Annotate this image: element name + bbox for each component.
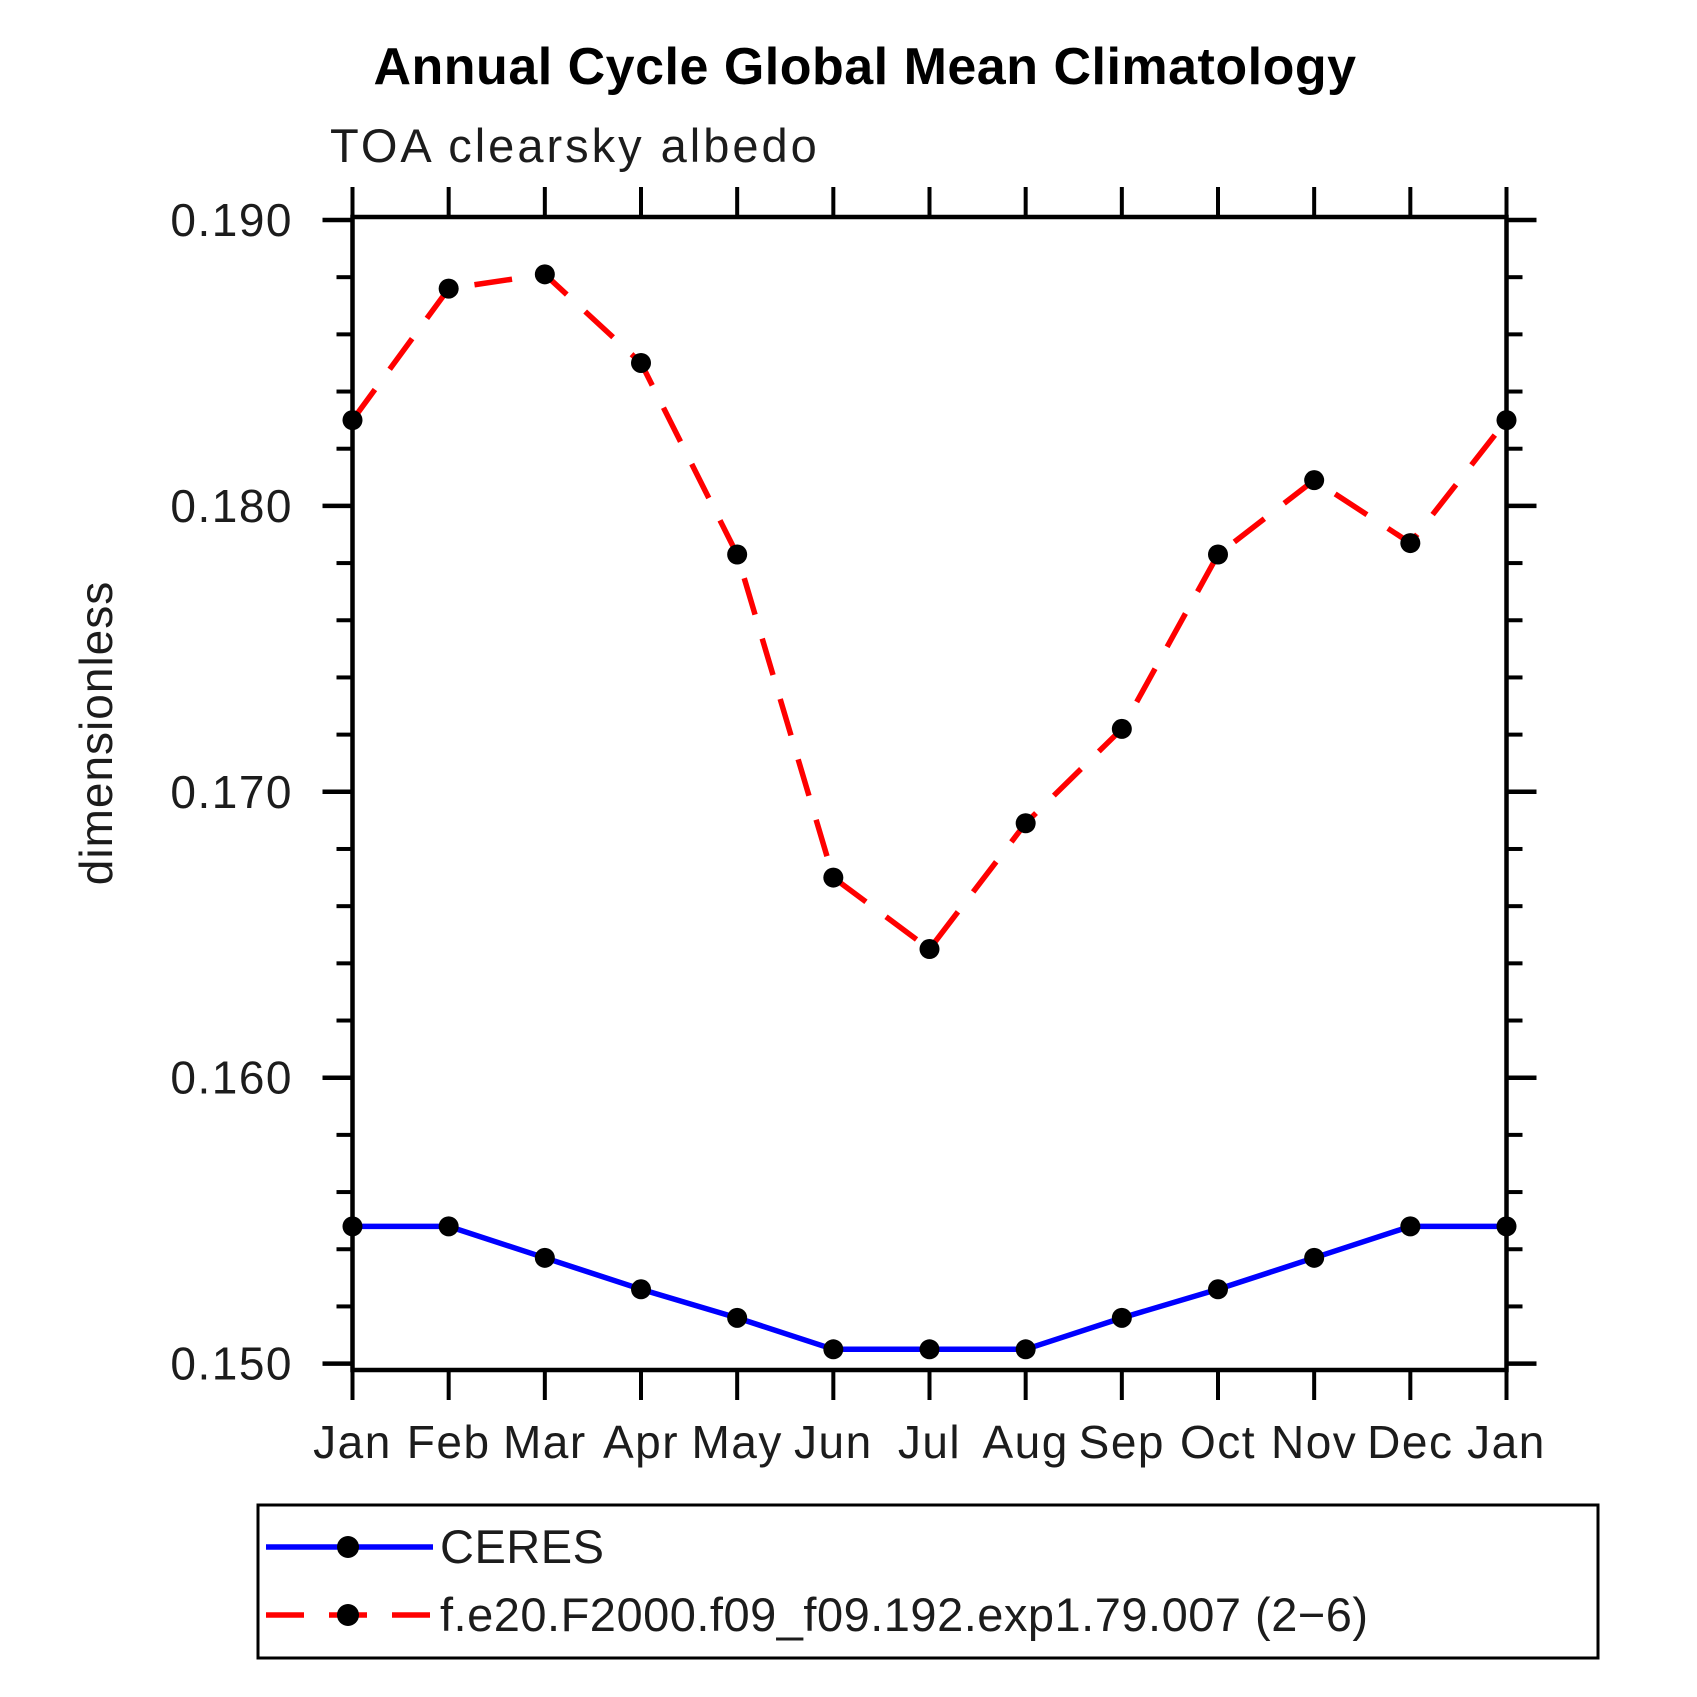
legend-label: f.e20.F2000.f09_f09.192.exp1.79.007 (2−6… xyxy=(440,1588,1369,1641)
data-point xyxy=(438,278,459,299)
data-point xyxy=(823,867,844,888)
x-tick-label: Sep xyxy=(1079,1416,1165,1468)
data-point xyxy=(1304,470,1325,491)
legend-marker xyxy=(337,1604,359,1626)
y-tick-label: 0.150 xyxy=(170,1338,293,1390)
x-tick-label: May xyxy=(691,1416,782,1468)
y-axis-label: dimensionless xyxy=(70,581,122,885)
series-line xyxy=(350,271,1509,953)
axis-ticks xyxy=(322,187,1537,1400)
data-point xyxy=(438,1216,459,1237)
data-point xyxy=(727,544,748,565)
data-point xyxy=(1400,1216,1421,1237)
x-tick-label: Mar xyxy=(503,1416,587,1468)
data-point xyxy=(1208,544,1228,565)
x-tick-label: Aug xyxy=(982,1416,1068,1468)
data-point xyxy=(919,939,940,960)
data-point xyxy=(1208,1279,1228,1300)
x-tick-label: Nov xyxy=(1271,1416,1357,1468)
legend: CERES f.e20.F2000.f09_f09.192.exp1.79.007… xyxy=(256,1503,1600,1660)
x-tick-label: Jan xyxy=(313,1416,392,1468)
data-point xyxy=(1304,1247,1325,1268)
series-layer xyxy=(342,264,1517,1360)
data-point xyxy=(1015,813,1036,834)
data-point xyxy=(1400,533,1421,554)
series-line xyxy=(352,1223,1507,1353)
y-tick-label: 0.190 xyxy=(170,194,293,246)
y-tick-label: 0.170 xyxy=(170,766,293,818)
y-tick-label: 0.160 xyxy=(170,1052,293,1104)
data-point xyxy=(631,352,651,373)
data-point xyxy=(1015,1339,1036,1360)
data-point xyxy=(1111,718,1132,739)
legend-marker xyxy=(337,1536,359,1558)
x-tick-label: Dec xyxy=(1367,1416,1453,1468)
x-tick-label: Jun xyxy=(794,1416,873,1468)
x-tick-label: Jan xyxy=(1467,1416,1546,1468)
x-tick-labels: Jan Feb Mar Apr May Jun Jul Aug Sep Oct Nov Dec Jan xyxy=(313,1416,1546,1468)
x-tick-label: Jul xyxy=(898,1416,961,1468)
plot-frame xyxy=(350,214,1509,1373)
data-point xyxy=(823,1339,844,1360)
y-tick-labels: 0.150 0.160 0.170 0.180 0.190 xyxy=(170,194,293,1390)
legend-label: CERES xyxy=(440,1520,604,1573)
legend-box xyxy=(256,1503,1600,1660)
x-tick-label: Oct xyxy=(1180,1416,1256,1468)
x-tick-label: Apr xyxy=(603,1416,679,1468)
chart-subtitle: TOA clearsky albedo xyxy=(330,119,820,172)
data-point xyxy=(727,1307,748,1328)
data-point xyxy=(919,1339,940,1360)
data-point xyxy=(534,264,555,285)
y-tick-label: 0.180 xyxy=(170,480,293,532)
data-point xyxy=(631,1279,651,1300)
chart-title: Annual Cycle Global Mean Climatology xyxy=(373,38,1356,96)
data-point xyxy=(1111,1307,1132,1328)
x-tick-label: Feb xyxy=(407,1416,491,1468)
data-point xyxy=(534,1247,555,1268)
